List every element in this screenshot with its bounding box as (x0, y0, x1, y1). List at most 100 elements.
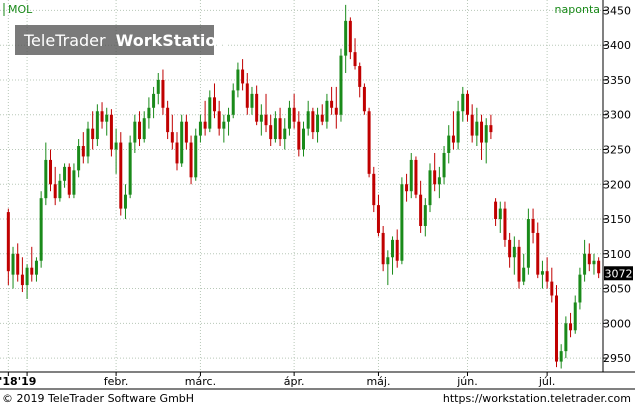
candle (531, 208, 535, 244)
candle-body (194, 135, 198, 178)
y-tick-label: 2950 (603, 352, 631, 365)
candle (419, 180, 423, 233)
candle-body (227, 114, 231, 122)
candle (292, 93, 296, 129)
candle-body (44, 159, 48, 199)
candle-body (203, 121, 207, 129)
candle (344, 4, 348, 74)
candle-body (241, 69, 245, 84)
candle-body (11, 253, 15, 275)
candle-body (381, 232, 385, 265)
candle (583, 239, 587, 282)
candle-body (517, 246, 521, 282)
candle-body (409, 159, 413, 192)
candle (465, 90, 469, 122)
x-tick-label: '18 (0, 375, 18, 388)
candle (156, 73, 160, 105)
candle-body (325, 100, 329, 122)
price-chart[interactable]: 2950 3000 3050 3100 3150 3200 3250 3300 3350 3400… (0, 0, 635, 392)
candle (16, 243, 20, 282)
candle-body (494, 201, 498, 220)
candle-body (255, 93, 259, 122)
last-price-tag: 3072 (604, 266, 633, 281)
candle (194, 128, 198, 181)
candle (423, 198, 427, 237)
y-tick-label: 3050 (603, 283, 631, 296)
candle (133, 114, 137, 153)
candle-body (133, 121, 137, 143)
candle-body (269, 125, 273, 140)
candle-body (475, 121, 479, 136)
y-tick-label: 3400 (603, 39, 631, 52)
candle (264, 93, 268, 133)
candle (414, 156, 418, 199)
candle (39, 191, 43, 268)
candle (25, 264, 29, 299)
candle-body (465, 93, 469, 115)
candle (437, 166, 441, 199)
candle (81, 132, 85, 164)
candle (489, 114, 493, 140)
candle-body (592, 260, 596, 265)
watermark-product: WorkStation (116, 31, 228, 50)
watermark-logo: TeleTrader WorkStation (15, 25, 228, 55)
candle (114, 128, 118, 174)
candle-body (306, 111, 310, 129)
last-price-value: 3072 (605, 267, 633, 280)
candle-body (138, 121, 142, 140)
source-url[interactable]: https://workstation.teletrader.com (442, 392, 631, 405)
candle-body (503, 208, 507, 240)
candle (367, 107, 371, 178)
candle-body (564, 323, 568, 352)
candle-body (316, 114, 320, 133)
candle-body (386, 257, 390, 265)
candle (395, 229, 399, 268)
candle (334, 86, 338, 129)
candle-body (433, 170, 437, 185)
candle (442, 146, 446, 185)
candle-body (231, 90, 235, 115)
candle-body (30, 267, 34, 275)
candle-body (367, 111, 371, 174)
candle (409, 152, 413, 199)
candle (362, 83, 366, 115)
candle (339, 48, 343, 122)
candle-body (372, 173, 376, 206)
candle (212, 83, 216, 119)
candle (166, 100, 170, 140)
x-tick-label: ápr. (284, 375, 305, 388)
candle (91, 111, 95, 150)
svg-text:TeleTrader WorkStation: TeleTrader WorkStation (23, 31, 228, 50)
candle-body (320, 114, 324, 122)
y-tick-label: 3350 (603, 74, 631, 87)
candle-body (161, 79, 165, 108)
candle-body (109, 114, 113, 150)
period-label: naponta (555, 3, 600, 16)
candle-body (330, 100, 334, 108)
candle-body (297, 121, 301, 150)
candle (400, 177, 404, 265)
candle-body (184, 121, 188, 143)
candle-body (512, 246, 516, 258)
candle (564, 316, 568, 359)
candle-body (587, 253, 591, 265)
candle (372, 166, 376, 213)
candle-body (489, 125, 493, 133)
candle-body (58, 180, 62, 199)
candle (536, 222, 540, 279)
candle (58, 173, 62, 202)
candle (20, 257, 24, 293)
candle-body (573, 302, 577, 331)
candle-body (16, 253, 20, 275)
candle-body (91, 128, 95, 140)
candle (227, 107, 231, 136)
candle-body (25, 267, 29, 286)
candle-body (358, 66, 362, 87)
candle-body (81, 146, 85, 157)
candle (278, 107, 282, 147)
candle-body (156, 79, 160, 94)
copyright-text: © 2019 TeleTrader Software GmbH (2, 392, 195, 405)
plot-background (0, 0, 635, 392)
candle (63, 163, 67, 188)
candle (273, 111, 277, 143)
